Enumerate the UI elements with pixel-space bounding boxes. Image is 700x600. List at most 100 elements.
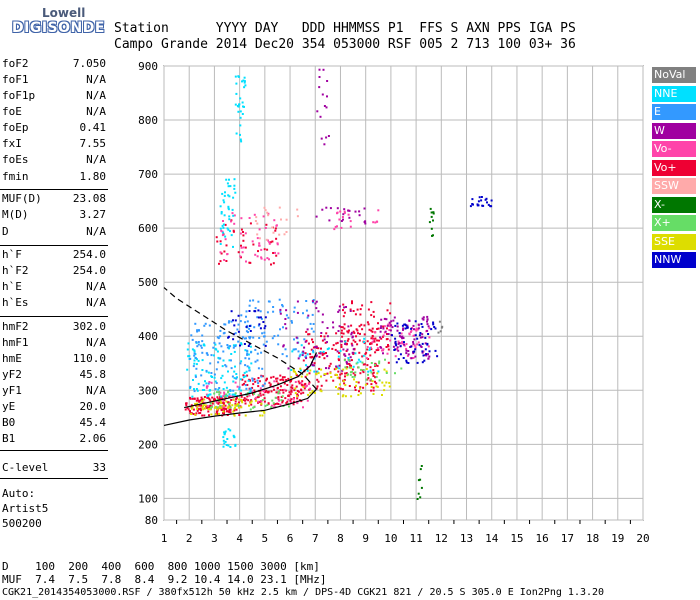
data-point <box>397 349 400 352</box>
data-point <box>219 205 222 208</box>
data-point <box>288 391 291 394</box>
data-point <box>342 309 344 312</box>
data-point <box>371 327 374 330</box>
data-point <box>229 185 232 188</box>
data-point <box>226 346 229 349</box>
data-point <box>352 330 355 333</box>
data-point <box>239 362 242 365</box>
data-point <box>340 332 343 335</box>
data-point <box>220 345 223 348</box>
data-point <box>225 400 228 403</box>
data-point <box>228 218 231 221</box>
data-point <box>223 250 226 253</box>
data-point <box>257 400 260 403</box>
data-point <box>204 322 207 325</box>
data-point <box>281 395 284 398</box>
data-point <box>212 354 215 357</box>
data-point <box>298 382 301 385</box>
data-point <box>345 367 348 370</box>
data-point <box>224 440 227 443</box>
data-point <box>193 359 196 362</box>
data-point <box>312 301 314 304</box>
data-point <box>356 343 359 346</box>
data-point <box>221 365 224 368</box>
profile-extrapolated-topside <box>163 287 317 390</box>
data-point <box>422 318 425 321</box>
data-point <box>201 389 204 391</box>
data-point <box>208 381 211 383</box>
data-point <box>186 368 189 371</box>
data-point <box>217 388 220 391</box>
data-point <box>336 376 339 379</box>
data-point <box>320 368 323 371</box>
x-tick-label: 4 <box>236 532 243 545</box>
data-point <box>263 327 266 330</box>
data-point <box>399 342 402 345</box>
data-point <box>311 338 313 341</box>
data-point <box>415 327 418 330</box>
data-point <box>343 327 346 330</box>
data-point <box>323 335 326 338</box>
data-point <box>340 372 343 375</box>
data-point <box>394 343 397 345</box>
data-point <box>311 355 314 358</box>
data-point <box>414 348 417 351</box>
data-point <box>370 371 373 374</box>
data-point <box>241 113 244 115</box>
data-point <box>273 403 276 406</box>
data-point <box>419 478 422 481</box>
data-point <box>365 378 368 381</box>
data-point <box>401 324 404 327</box>
data-point <box>430 227 433 230</box>
data-point <box>376 328 379 330</box>
data-point <box>256 255 259 258</box>
data-point <box>268 241 271 244</box>
data-point <box>412 341 415 343</box>
data-point <box>220 211 223 213</box>
data-point <box>290 398 293 401</box>
data-point <box>352 310 355 312</box>
data-point <box>281 401 284 404</box>
data-point <box>206 353 209 356</box>
data-point <box>383 384 386 387</box>
data-point <box>371 335 374 337</box>
data-point <box>334 348 337 351</box>
data-point <box>477 200 480 203</box>
data-point <box>344 343 347 345</box>
data-point <box>312 323 315 325</box>
data-point <box>270 390 273 393</box>
data-point <box>346 362 348 365</box>
data-point <box>348 366 351 369</box>
data-point <box>279 308 282 311</box>
data-point <box>369 354 372 357</box>
data-point <box>193 349 196 352</box>
data-point <box>203 396 206 398</box>
data-point <box>234 332 237 335</box>
data-point <box>438 320 441 323</box>
data-point <box>238 406 241 409</box>
data-point <box>239 138 242 141</box>
data-point <box>304 340 307 343</box>
param-row-fof1p: foF1p N/A <box>2 89 106 105</box>
data-point <box>239 116 242 119</box>
data-point <box>336 212 338 215</box>
data-point <box>207 371 210 374</box>
data-point <box>295 374 298 377</box>
data-point <box>268 258 270 261</box>
data-point <box>223 391 226 394</box>
data-point <box>281 305 284 308</box>
y-tick-label: 600 <box>138 222 158 235</box>
data-point <box>355 384 357 387</box>
data-point <box>343 359 346 362</box>
data-point <box>318 352 321 355</box>
data-point <box>206 396 209 399</box>
data-point <box>325 332 328 335</box>
data-point <box>228 178 230 181</box>
data-point <box>345 306 347 308</box>
data-point <box>244 232 247 235</box>
data-point <box>419 468 422 471</box>
data-point <box>301 380 304 383</box>
data-point <box>372 393 375 395</box>
data-point <box>198 412 201 415</box>
data-point <box>490 199 493 202</box>
